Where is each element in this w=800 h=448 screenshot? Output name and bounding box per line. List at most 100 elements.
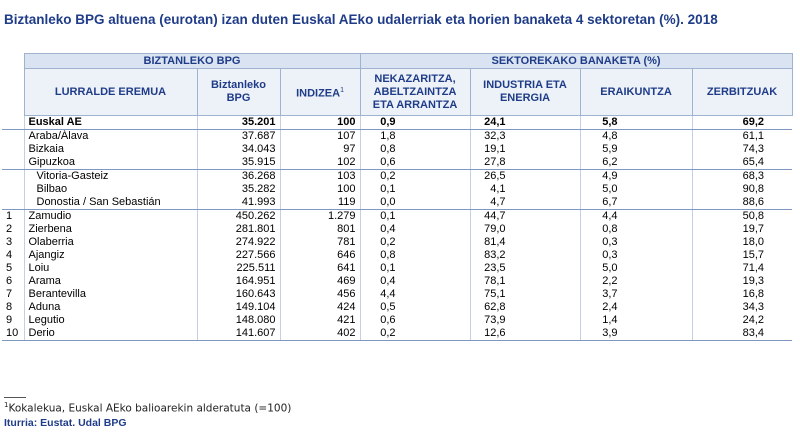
value-cell: 6,2 — [579, 156, 693, 170]
value-cell: 35.915 — [196, 156, 280, 170]
rank-cell: 7 — [6, 288, 13, 300]
value-cell: 81,4 — [469, 236, 581, 249]
value-cell: 141.607 — [196, 327, 280, 341]
value-cell: 450.262 — [196, 209, 280, 223]
value-cell: 44,7 — [469, 209, 581, 223]
table-row: Bizkaia 34.043 97 0,8 19,1 5,9 74,3 — [2, 143, 793, 156]
value-cell: 50,8 — [691, 209, 793, 223]
value-cell: 83,2 — [469, 249, 581, 262]
column-header-text: INDIZEA — [296, 87, 341, 100]
name-cell: Aduna — [23, 301, 197, 314]
value-cell: 19,7 — [691, 223, 793, 236]
column-header-text: NEKAZARITZA, ABELTZAINTZA ETA ARRANTZA — [372, 72, 458, 111]
name-cell: Donostia / San Sebastián — [23, 196, 197, 210]
footnote-mark: 1 — [340, 86, 344, 94]
value-cell: 68,3 — [691, 169, 793, 183]
rank-cell: 3 — [6, 236, 13, 248]
rank-cell — [2, 196, 24, 210]
value-cell: 781 — [279, 236, 361, 249]
rank-cell: 10 — [2, 327, 24, 341]
value-cell: 26,5 — [469, 169, 581, 183]
column-header: INDUSTRIA ETA ENERGIA — [469, 68, 581, 116]
value-cell: 24,2 — [691, 314, 793, 327]
table-row: 4 Ajangiz 227.566 646 0,8 83,2 0,3 15,7 — [2, 249, 793, 262]
value-cell: 107 — [279, 129, 361, 143]
value-cell: 23,5 — [469, 262, 581, 275]
value-cell: 5,0 — [579, 183, 693, 196]
value-cell: 0,9 — [359, 115, 471, 130]
value-cell: 0,6 — [359, 314, 471, 327]
value-cell: 160.643 — [196, 288, 280, 301]
name-cell: Zamudio — [23, 209, 197, 223]
value-cell: 4,4 — [359, 288, 471, 301]
value-cell: 801 — [279, 223, 361, 236]
value-cell: 16,8 — [691, 288, 793, 301]
name-cell: Zierbena — [23, 223, 197, 236]
value-cell: 5,9 — [579, 143, 693, 156]
table-body: BIZTANLEKO BPG SEKTOREKAKO BANAKETA (%) LU… — [2, 53, 793, 341]
rank-cell — [2, 143, 24, 156]
value-cell: 34,3 — [691, 301, 793, 314]
table-row: Bilbao 35.282 100 0,1 4,1 5,0 90,8 — [2, 183, 793, 196]
rank-cell: 1 — [6, 210, 13, 222]
value-cell: 4,4 — [579, 209, 693, 223]
value-cell: 32,3 — [469, 129, 581, 143]
value-cell: 402 — [279, 327, 361, 341]
value-cell: 18,0 — [691, 236, 793, 249]
column-header: NEKAZARITZA, ABELTZAINTZA ETA ARRANTZA — [359, 68, 471, 116]
value-cell: 74,3 — [691, 143, 793, 156]
column-header: ZERBITZUAK — [691, 68, 793, 116]
value-cell: 62,8 — [469, 301, 581, 314]
value-cell: 5,8 — [579, 115, 693, 130]
value-cell: 281.801 — [196, 223, 280, 236]
value-cell: 71,4 — [691, 262, 793, 275]
value-cell: 83,4 — [691, 327, 793, 341]
value-cell: 19,1 — [469, 143, 581, 156]
value-cell: 4,7 — [469, 196, 581, 210]
value-cell: 69,2 — [691, 115, 793, 130]
value-cell: 61,1 — [691, 129, 793, 143]
table-row: 7 Berantevilla 160.643 456 4,4 75,1 3,7 16,8 — [2, 288, 793, 301]
rank-cell: 5 — [6, 262, 13, 274]
value-cell: 0,6 — [359, 156, 471, 170]
rank-cell: 4 — [6, 249, 13, 261]
value-cell: 6,7 — [579, 196, 693, 210]
table-row: 6 Arama 164.951 469 0,4 78,1 2,2 19,3 — [2, 275, 793, 288]
table-row: 2 Zierbena 281.801 801 0,4 79,0 0,8 19,7 — [2, 223, 793, 236]
value-cell: 225.511 — [196, 262, 280, 275]
value-cell: 0,2 — [359, 327, 471, 341]
value-cell: 148.080 — [196, 314, 280, 327]
name-cell: Araba/Álava — [23, 129, 197, 143]
table-row: 1 Zamudio 450.262 1.279 0,1 44,7 4,4 50,8 — [2, 209, 793, 223]
group-header: SEKTOREKAKO BANAKETA (%) — [359, 53, 793, 69]
name-cell: Berantevilla — [23, 288, 197, 301]
value-cell: 19,3 — [691, 275, 793, 288]
value-cell: 65,4 — [691, 156, 793, 170]
footnote-mark: 1 — [4, 401, 9, 409]
table-row: 3 Olaberria 274.922 781 0,2 81,4 0,3 18,0 — [2, 236, 793, 249]
group-header-row: BIZTANLEKO BPG SEKTOREKAKO BANAKETA (%) — [2, 53, 793, 69]
value-cell: 2,4 — [579, 301, 693, 314]
value-cell: 2,2 — [579, 275, 693, 288]
column-header-text: ZERBITZUAK — [706, 85, 778, 98]
value-cell: 0,5 — [359, 301, 471, 314]
name-cell: Ajangiz — [23, 249, 197, 262]
name-cell: Loiu — [23, 262, 197, 275]
value-cell: 3,7 — [579, 288, 693, 301]
column-header: INDIZEA1 — [279, 68, 361, 116]
table-row: Araba/Álava 37.687 107 1,8 32,3 4,8 61,1 — [2, 129, 793, 143]
value-cell: 646 — [279, 249, 361, 262]
value-cell: 0,2 — [359, 169, 471, 183]
value-cell: 36.268 — [196, 169, 280, 183]
blank-cell — [2, 53, 24, 69]
footnote-text: Kokalekua, Euskal AEko balioarekin alder… — [8, 402, 292, 415]
table: BIZTANLEKO BPG SEKTOREKAKO BANAKETA (%) LU… — [2, 53, 793, 341]
value-cell: 41.993 — [196, 196, 280, 210]
column-header-text: LURRALDE EREMUA — [54, 85, 167, 98]
name-cell: Legutio — [23, 314, 197, 327]
value-cell: 90,8 — [691, 183, 793, 196]
value-cell: 3,9 — [579, 327, 693, 341]
value-cell: 0,2 — [359, 236, 471, 249]
table-row: Euskal AE 35.201 100 0,9 24,1 5,8 69,2 — [2, 115, 793, 130]
